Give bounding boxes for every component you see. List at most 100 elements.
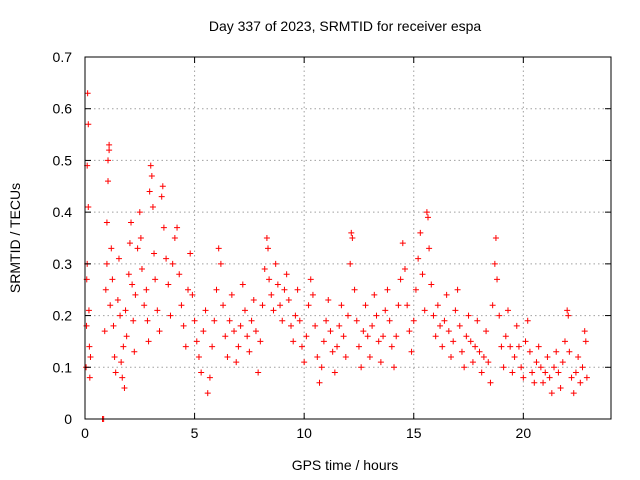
data-point: [480, 353, 487, 360]
data-point: [348, 229, 355, 236]
data-point: [513, 322, 520, 329]
data-point: [154, 307, 161, 314]
y-tick-label: 0.5: [53, 152, 73, 168]
data-point: [478, 369, 485, 376]
data-point: [529, 369, 536, 376]
data-point: [84, 90, 91, 97]
data-point: [336, 322, 343, 329]
data-point: [83, 322, 90, 329]
data-point: [522, 338, 529, 345]
data-point: [189, 291, 196, 298]
y-tick-label: 0.7: [53, 49, 73, 65]
data-point: [419, 271, 426, 278]
data-point: [329, 348, 336, 355]
data-point: [500, 364, 507, 371]
data-point: [544, 353, 551, 360]
data-point: [461, 364, 468, 371]
data-point: [345, 312, 351, 319]
data-point: [114, 297, 121, 304]
data-point: [489, 302, 496, 309]
plot-frame: [84, 56, 612, 420]
y-tick-label: 0.1: [53, 359, 73, 375]
data-point: [582, 338, 589, 345]
data-points: [83, 90, 590, 422]
data-point: [423, 209, 430, 216]
data-point: [137, 235, 144, 241]
data-point: [397, 276, 404, 283]
data-point: [200, 328, 207, 335]
data-point: [255, 369, 262, 376]
data-point: [265, 245, 272, 252]
data-point: [349, 235, 356, 241]
data-point: [233, 359, 240, 366]
data-point: [283, 271, 290, 278]
data-point: [395, 302, 402, 309]
data-point: [111, 353, 118, 360]
data-point: [498, 343, 505, 350]
data-point: [130, 317, 137, 324]
data-point: [452, 307, 459, 314]
y-tick-label: 0: [64, 411, 72, 427]
data-point: [228, 291, 235, 298]
data-point: [518, 364, 525, 371]
data-point: [244, 333, 251, 340]
data-point: [250, 297, 257, 304]
data-point: [401, 266, 408, 273]
data-point: [327, 328, 334, 335]
data-point: [146, 188, 153, 195]
data-point: [441, 317, 448, 324]
data-point: [384, 286, 391, 293]
data-point: [443, 291, 450, 298]
data-point: [220, 302, 227, 309]
data-point: [533, 359, 540, 366]
data-point: [86, 374, 93, 381]
y-tick-label: 0.3: [53, 256, 73, 272]
data-point: [526, 348, 533, 355]
data-point: [432, 333, 439, 340]
data-point: [415, 255, 422, 262]
data-point: [122, 307, 129, 314]
data-point: [195, 353, 202, 360]
data-point: [296, 317, 303, 324]
data-point: [103, 219, 110, 226]
data-point: [430, 312, 437, 319]
data-point: [118, 359, 125, 366]
data-point: [331, 369, 338, 376]
data-point: [268, 291, 275, 298]
data-point: [117, 312, 124, 319]
data-point: [112, 369, 119, 376]
x-axis-label: GPS time / hours: [292, 457, 399, 473]
data-point: [391, 364, 398, 371]
y-tick-label: 0.6: [53, 101, 73, 117]
data-point: [375, 338, 382, 345]
data-point: [316, 379, 323, 386]
data-point: [358, 364, 365, 371]
data-point: [101, 328, 108, 335]
data-point: [472, 343, 479, 350]
data-point: [450, 338, 457, 345]
data-point: [565, 312, 572, 319]
data-point: [235, 343, 242, 350]
data-point: [559, 359, 566, 366]
data-point: [511, 353, 518, 360]
x-tick-label: 5: [191, 425, 199, 441]
data-point: [128, 219, 135, 226]
data-point: [496, 312, 503, 319]
data-point: [106, 141, 113, 148]
data-point: [338, 302, 345, 309]
data-point: [288, 322, 295, 329]
data-point: [456, 322, 463, 329]
data-point: [246, 348, 253, 355]
data-point: [259, 302, 266, 309]
data-point: [515, 343, 522, 350]
axis-ticks: 0 5 10 15 20 0 0.1 0.2 0.3 0.4 0.5 0.6 0.7: [53, 49, 611, 441]
data-point: [121, 384, 128, 391]
data-point: [483, 328, 490, 335]
data-point: [566, 348, 573, 355]
data-point: [360, 328, 367, 335]
data-point: [285, 297, 292, 304]
data-point: [239, 281, 246, 288]
data-point: [145, 338, 152, 345]
data-point: [106, 147, 113, 154]
